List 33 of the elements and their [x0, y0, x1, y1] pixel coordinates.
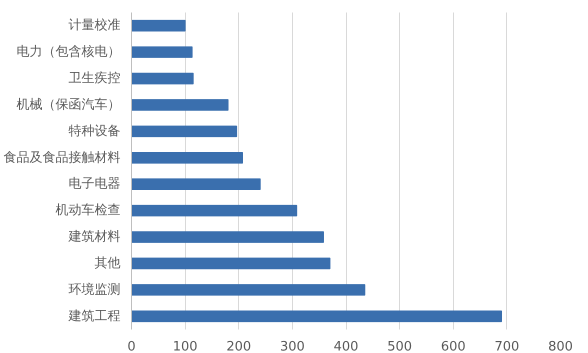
y-tick-label: 电子电器 — [68, 176, 120, 192]
y-tick-label: 计量校准 — [68, 18, 120, 34]
y-tick-label: 特种设备 — [68, 124, 120, 139]
y-tick-label: 电力（包含核电） — [16, 44, 120, 60]
x-tick-label: 0 — [127, 340, 136, 353]
bar — [132, 72, 194, 84]
x-tick-label: 500 — [387, 340, 412, 353]
y-tick-label: 环境监测 — [68, 281, 120, 298]
bar — [132, 310, 502, 322]
x-tick-label: 100 — [172, 340, 198, 353]
bar — [132, 99, 229, 111]
x-tick-label: 200 — [226, 340, 252, 353]
x-tick-label: 700 — [494, 340, 520, 353]
y-tick-label: 其他 — [94, 256, 120, 271]
bar — [132, 152, 244, 164]
bar — [132, 231, 324, 243]
y-tick-label: 机械（保函汽车） — [16, 97, 120, 112]
bar — [132, 284, 366, 296]
bar — [132, 258, 330, 270]
x-tick-label: 600 — [440, 340, 466, 353]
bar — [132, 126, 238, 138]
bar — [132, 204, 298, 216]
x-tick-label: 800 — [548, 340, 573, 353]
y-tick-label: 机动车检查 — [56, 203, 120, 218]
bar — [132, 178, 261, 190]
x-tick-label: 400 — [334, 340, 358, 353]
y-tick-label: 卫生疾控 — [68, 71, 120, 86]
bar — [132, 46, 193, 58]
y-tick-label: 建筑工程 — [68, 308, 120, 324]
y-tick-label: 建筑材料 — [68, 230, 120, 245]
y-tick-label: 食品及食品接触材料 — [4, 150, 120, 166]
x-tick-label: 300 — [280, 340, 305, 353]
bar — [132, 20, 186, 32]
